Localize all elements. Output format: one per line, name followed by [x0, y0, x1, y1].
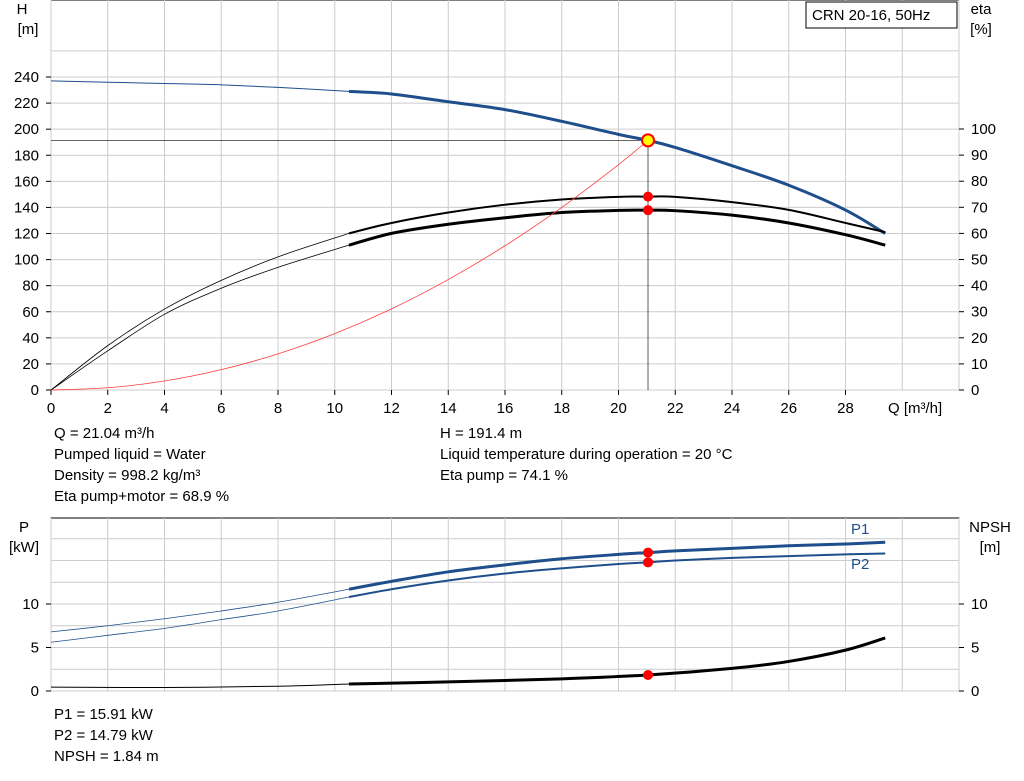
- x-tick-label: 20: [610, 400, 627, 417]
- eta-axis-unit: [%]: [970, 21, 992, 38]
- head-duty-point: [641, 133, 656, 148]
- h-curve: [348, 89, 886, 235]
- eta-pump-motor-curve: [348, 208, 886, 247]
- h-tick-label: 180: [14, 147, 39, 164]
- x-tick-label: 12: [383, 400, 400, 417]
- h-axis-unit: [m]: [18, 21, 39, 38]
- p2-curve-label: P2: [851, 556, 869, 573]
- x-tick-label: 28: [837, 400, 854, 417]
- p2-curve: [348, 552, 886, 599]
- eta-tick-label: 20: [971, 330, 988, 347]
- duty-info-right: H = 191.4 m Liquid temperature during op…: [440, 423, 732, 486]
- npsh-value: NPSH = 1.84 m: [54, 748, 159, 765]
- h-tick-label: 20: [22, 356, 39, 373]
- p-tick-label: 5: [31, 640, 39, 657]
- npsh-tick-label: 10: [971, 596, 988, 613]
- h-tick-label: 140: [14, 199, 39, 216]
- x-tick-label: 22: [667, 400, 684, 417]
- upper-duty-points: [641, 133, 656, 216]
- h-tick-label: 0: [31, 382, 39, 399]
- npsh-axis-label: NPSH: [969, 519, 1011, 536]
- p1-curve-extended: [50, 588, 350, 633]
- x-tick-label: 8: [274, 400, 282, 417]
- x-tick-label: 0: [47, 400, 55, 417]
- p-tick-label: 0: [31, 683, 39, 700]
- x-tick-label: 24: [724, 400, 741, 417]
- p2-duty-point: [643, 557, 654, 568]
- system-curve-curve: [50, 140, 649, 391]
- npsh-tick-label: 5: [971, 640, 979, 657]
- h-tick-label: 160: [14, 173, 39, 190]
- liquid-temperature: Liquid temperature during operation = 20…: [440, 446, 733, 463]
- h-tick-label: 240: [14, 69, 39, 86]
- flow-value: Q = 21.04 m³/h: [54, 425, 155, 442]
- h-curve-extended: [50, 80, 349, 92]
- x-tick-label: 14: [440, 400, 457, 417]
- eta-pump-curve: [348, 195, 886, 235]
- npsh-curve: [348, 636, 886, 686]
- p1-duty-point: [643, 547, 654, 558]
- lower-curves: [50, 540, 886, 689]
- h-tick-label: 120: [14, 226, 39, 243]
- p2-curve-extended: [50, 596, 350, 643]
- x-tick-label: 10: [326, 400, 343, 417]
- npsh-axis-unit: [m]: [980, 539, 1001, 556]
- h-tick-label: 40: [22, 330, 39, 347]
- h-axis-label: H: [17, 1, 28, 18]
- x-tick-label: 6: [217, 400, 225, 417]
- eta-pump-motor-duty-point: [643, 205, 654, 216]
- h-tick-label: 200: [14, 121, 39, 138]
- x-tick-label: 16: [497, 400, 514, 417]
- eta-pump-value: Eta pump = 74.1 %: [440, 467, 568, 484]
- eta-pump-curve-extended: [50, 233, 350, 391]
- eta-tick-label: 90: [971, 147, 988, 164]
- head-value: H = 191.4 m: [440, 425, 523, 442]
- lower-duty-points: [643, 547, 654, 680]
- x-tick-label: 4: [160, 400, 168, 417]
- eta-tick-label: 80: [971, 173, 988, 190]
- x-tick-label: 18: [553, 400, 570, 417]
- eta-tick-label: 60: [971, 225, 988, 242]
- eta-tick-label: 50: [971, 252, 988, 269]
- npsh-curve-extended: [50, 683, 349, 689]
- x-tick-label: 2: [104, 400, 112, 417]
- p1-curve: [348, 540, 886, 591]
- h-tick-label: 80: [22, 278, 39, 295]
- npsh-duty-point: [643, 669, 654, 680]
- eta-pump-motor-curve-extended: [50, 244, 350, 391]
- pumped-liquid: Pumped liquid = Water: [54, 446, 206, 463]
- eta-tick-label: 100: [971, 121, 996, 138]
- p-axis-label: P: [19, 519, 29, 536]
- title-text: CRN 20-16, 50Hz: [812, 7, 930, 24]
- h-tick-label: 60: [22, 304, 39, 321]
- p1-value: P1 = 15.91 kW: [54, 706, 153, 723]
- power-info: P1 = 15.91 kW P2 = 14.79 kW NPSH = 1.84 …: [54, 704, 159, 767]
- density-value: Density = 998.2 kg/m³: [54, 467, 201, 484]
- npsh-tick-label: 0: [971, 683, 979, 700]
- eta-pump-duty-point: [643, 191, 654, 202]
- eta-tick-label: 10: [971, 356, 988, 373]
- h-tick-label: 220: [14, 95, 39, 112]
- duty-info-left: Q = 21.04 m³/h Pumped liquid = Water Den…: [54, 423, 229, 507]
- eta-tick-label: 70: [971, 199, 988, 216]
- lower-tick-labels: 0 5 10 0 5 10: [22, 596, 987, 700]
- p-axis-unit: [kW]: [9, 539, 39, 556]
- p2-value: P2 = 14.79 kW: [54, 727, 153, 744]
- upper-tick-labels: 0 2 4 6 8 10 12 14 16 18 20 22 24 26 28020406080100120…: [14, 69, 996, 417]
- q-axis-label: Q [m³/h]: [888, 400, 942, 417]
- x-tick-label: 26: [780, 400, 797, 417]
- eta-tick-label: 30: [971, 304, 988, 321]
- h-tick-label: 100: [14, 252, 39, 269]
- lower-grid: [50, 518, 960, 692]
- eta-tick-label: 40: [971, 278, 988, 295]
- eta-pump-motor-value: Eta pump+motor = 68.9 %: [54, 488, 230, 505]
- title-box: [805, 1, 958, 29]
- eta-axis-label: eta: [971, 1, 993, 18]
- eta-tick-label: 0: [971, 382, 979, 399]
- p-tick-label: 10: [22, 596, 39, 613]
- upper-grid: [50, 0, 960, 391]
- upper-curves: [50, 80, 886, 391]
- p1-curve-label: P1: [851, 521, 869, 538]
